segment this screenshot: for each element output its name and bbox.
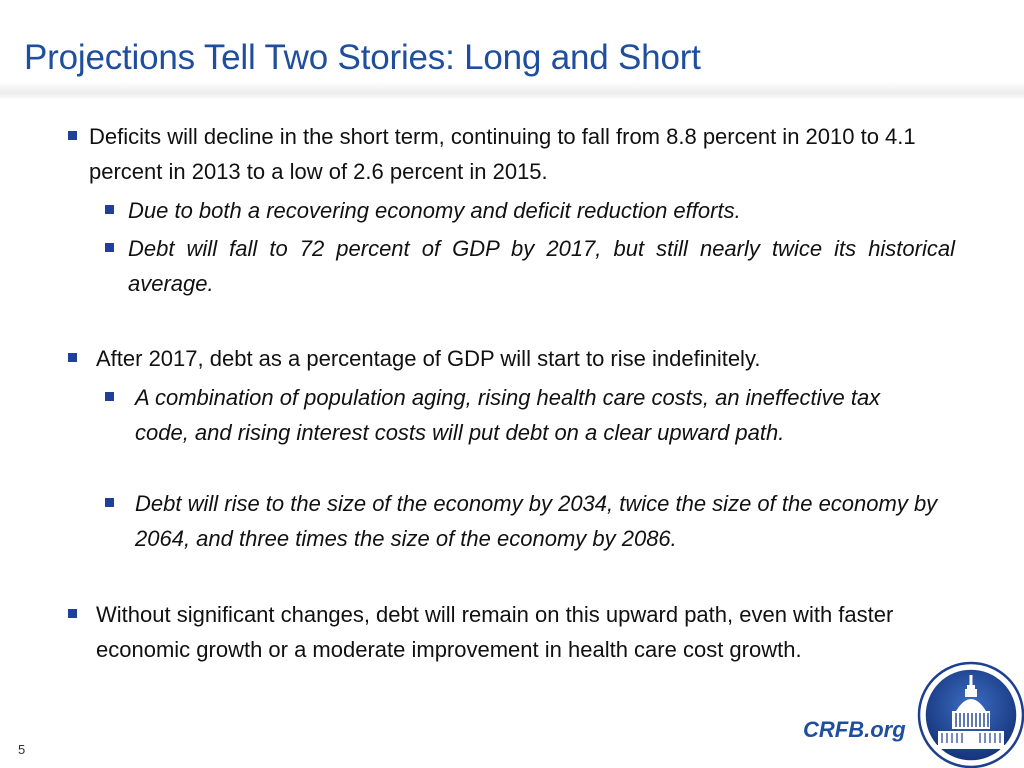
bullet-text: A combination of population aging, risin… xyxy=(135,385,881,445)
bullet-marker xyxy=(68,131,77,140)
bullet-1-sub-2: Debt will fall to 72 percent of GDP by 2… xyxy=(105,231,955,301)
slide-title: Projections Tell Two Stories: Long and S… xyxy=(24,38,701,77)
site-link[interactable]: CRFB.org xyxy=(803,717,906,742)
page-number: 5 xyxy=(18,742,26,757)
capitol-dome-seal-icon xyxy=(917,661,1024,768)
bullet-marker xyxy=(105,243,114,252)
bullet-2-sub-1: A combination of population aging, risin… xyxy=(105,380,925,450)
bullet-text: Deficits will decline in the short term,… xyxy=(89,124,916,184)
bullet-text: After 2017, debt as a percentage of GDP … xyxy=(96,346,761,371)
bullet-1-sub-1: Due to both a recovering economy and def… xyxy=(105,193,960,228)
bullet-3: Without significant changes, debt will r… xyxy=(68,597,938,667)
title-band xyxy=(0,0,1024,100)
bullet-marker xyxy=(68,353,77,362)
bullet-marker xyxy=(105,498,114,507)
bullet-2: After 2017, debt as a percentage of GDP … xyxy=(68,341,960,376)
bullet-marker xyxy=(105,392,114,401)
bullet-marker xyxy=(105,205,114,214)
bullet-marker xyxy=(68,609,77,618)
bullet-text: Debt will fall to 72 percent of GDP by 2… xyxy=(128,236,955,296)
bullet-text: Due to both a recovering economy and def… xyxy=(128,198,741,223)
bullet-1: Deficits will decline in the short term,… xyxy=(68,119,960,189)
bullet-text: Debt will rise to the size of the econom… xyxy=(135,491,938,551)
bullet-2-sub-2: Debt will rise to the size of the econom… xyxy=(105,486,940,556)
bullet-text: Without significant changes, debt will r… xyxy=(96,602,894,662)
